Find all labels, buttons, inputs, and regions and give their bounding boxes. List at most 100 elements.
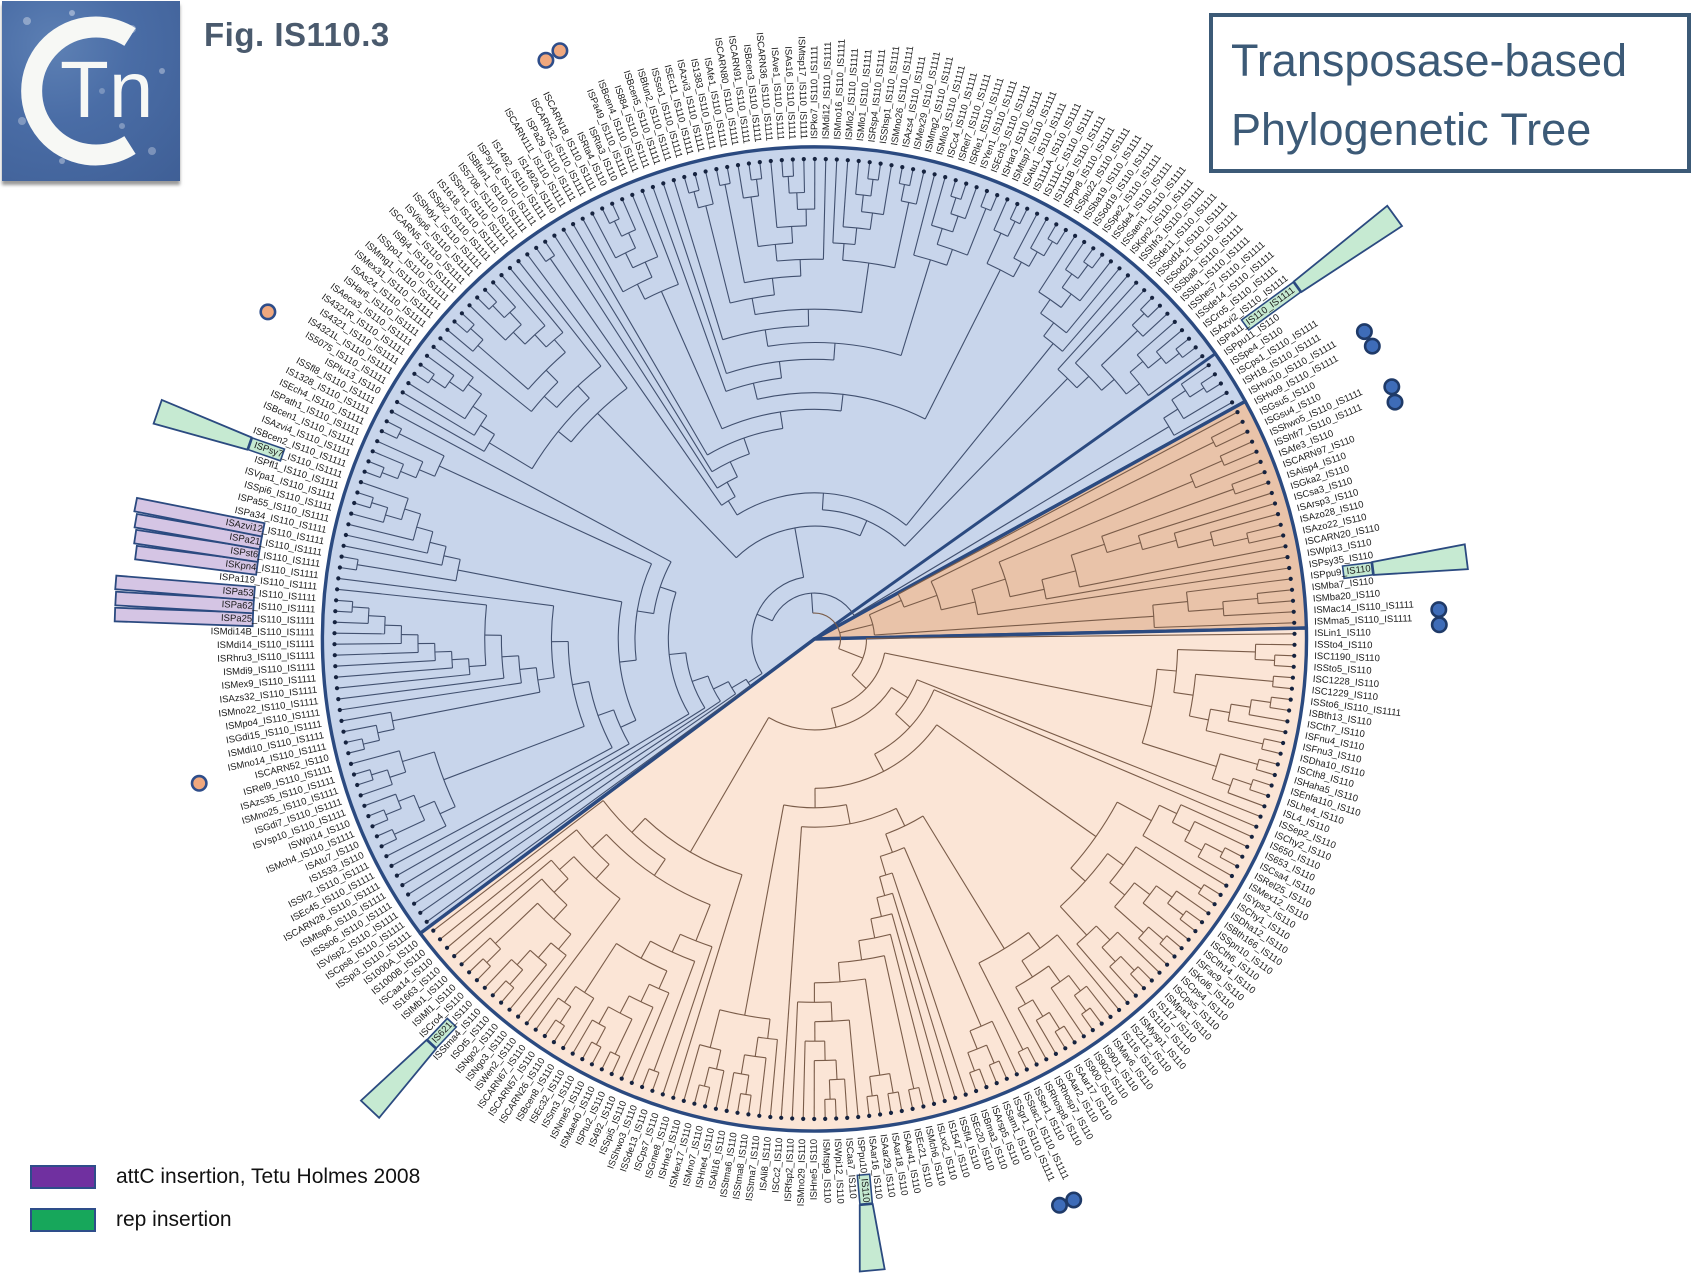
branch-arc <box>1140 309 1149 318</box>
leaf-dot <box>1291 609 1296 614</box>
leaf-dot <box>1287 565 1292 571</box>
branch-line <box>844 1079 848 1118</box>
branch-line <box>398 433 445 457</box>
branch-arc <box>1040 312 1067 334</box>
branch-line <box>1089 1007 1103 1024</box>
branch-line <box>874 753 885 772</box>
branch-line <box>1040 299 1051 314</box>
leaf-dot <box>406 892 411 897</box>
branch-line <box>457 569 622 603</box>
branch-line <box>900 259 931 356</box>
branch-line <box>611 1056 621 1075</box>
branch-line <box>381 838 397 847</box>
leaf-dot <box>856 158 861 164</box>
leaf-dot <box>467 303 472 308</box>
branch-line <box>1057 282 1137 370</box>
branch-arc <box>573 856 621 900</box>
branch-line <box>394 819 425 835</box>
branch-line <box>864 978 881 1076</box>
leaf-dot <box>1245 844 1250 849</box>
branch-line <box>883 955 915 1089</box>
branch-line <box>334 621 369 624</box>
leaf-dot <box>812 156 817 162</box>
branch-arc <box>1075 362 1103 391</box>
branch-arc <box>829 1078 845 1081</box>
leaf-dot <box>1230 400 1235 405</box>
rep-insertion-highlight <box>247 436 286 462</box>
leaf-dot <box>1250 439 1255 444</box>
branch-line <box>1180 364 1210 385</box>
branch-line <box>1213 537 1249 547</box>
branch-line <box>1028 932 1041 949</box>
branch-line <box>517 954 567 1017</box>
branch-line <box>553 904 568 920</box>
branch-line <box>640 983 650 1003</box>
leaf-dot <box>620 197 625 202</box>
rep-insertion-callout-wedge <box>1371 543 1469 576</box>
branch-line <box>443 725 585 781</box>
branch-line <box>516 949 531 966</box>
branch-line <box>1200 373 1216 384</box>
branch-line <box>1107 853 1124 866</box>
leaf-label: ISPa25_IS110_IS1111 <box>221 613 315 627</box>
leaf-dot <box>650 184 656 190</box>
branch-line <box>693 191 699 208</box>
branch-line <box>620 719 637 728</box>
branch-line <box>930 176 946 226</box>
leaf-dot <box>921 169 927 174</box>
leaf-dot <box>1269 783 1274 788</box>
branch-line <box>1138 937 1168 966</box>
branch-line <box>1163 408 1179 419</box>
branch-line <box>683 1044 701 1102</box>
branch-line <box>404 508 421 515</box>
branch-arc <box>789 191 805 194</box>
leaf-dot <box>384 854 389 859</box>
leaf-dot <box>1034 1062 1039 1067</box>
leaf-dot <box>1005 197 1010 202</box>
branch-line <box>1041 570 1076 581</box>
leaf-dot <box>867 1113 872 1118</box>
branch-line <box>964 187 978 219</box>
branch-line <box>1182 346 1197 358</box>
branch-line <box>572 223 708 456</box>
branch-arc <box>524 325 546 345</box>
branch-line <box>1257 589 1293 594</box>
leaf-dot <box>389 409 394 414</box>
branch-line <box>625 252 634 269</box>
branch-line <box>1147 305 1161 318</box>
branch-line <box>1147 357 1162 369</box>
branch-line <box>780 826 803 1118</box>
branch-line <box>1068 975 1081 992</box>
branch-line <box>1081 1013 1094 1031</box>
branch-line <box>544 241 556 256</box>
leaf-dot <box>1278 751 1283 756</box>
branch-line <box>891 893 956 1099</box>
rep-insertion-highlight <box>1341 561 1374 580</box>
leaf-dot <box>1218 381 1223 386</box>
branch-line <box>642 190 679 285</box>
branch-line <box>771 278 775 295</box>
leaf-dot <box>590 211 595 216</box>
leaf-dot <box>682 174 687 180</box>
branch-line <box>842 160 849 227</box>
branch-line <box>1255 658 1275 661</box>
branch-line <box>1251 699 1271 703</box>
branch-arc <box>736 492 907 526</box>
branch-line <box>1142 835 1227 887</box>
branch-line <box>870 179 874 197</box>
leaf-dot <box>703 1104 708 1109</box>
branch-line <box>1109 966 1137 996</box>
attc-insertion-highlight <box>133 496 266 538</box>
leaf-dot <box>1206 911 1211 916</box>
branch-line <box>469 664 486 668</box>
branch-arc <box>707 427 783 456</box>
branch-line <box>619 659 637 663</box>
branch-line <box>1232 777 1252 786</box>
branch-line <box>1073 995 1087 1012</box>
leaf-dot <box>1275 762 1280 767</box>
branch-line <box>1206 383 1222 393</box>
leaf-dot <box>355 782 360 788</box>
leaf-dot <box>332 642 337 647</box>
leaf-label: ISMdi12_IS110_IS1111 <box>821 41 834 139</box>
branch-line <box>449 381 464 392</box>
